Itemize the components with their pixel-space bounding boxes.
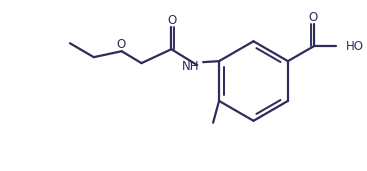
Text: O: O xyxy=(116,38,125,51)
Text: O: O xyxy=(308,11,317,24)
Text: NH: NH xyxy=(182,60,199,73)
Text: HO: HO xyxy=(346,40,364,53)
Text: O: O xyxy=(168,14,177,27)
